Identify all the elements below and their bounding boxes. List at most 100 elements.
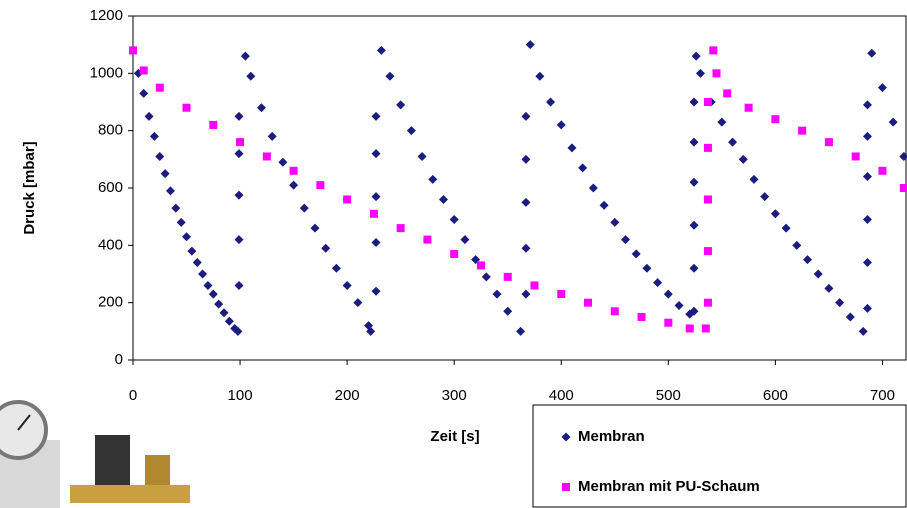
data-point <box>521 111 531 121</box>
data-point <box>267 131 277 141</box>
data-point <box>862 303 872 313</box>
data-point <box>689 97 699 107</box>
data-point <box>233 326 243 336</box>
data-point <box>139 88 149 98</box>
data-point <box>723 89 732 98</box>
data-point <box>234 235 244 245</box>
data-point <box>824 283 834 293</box>
data-point <box>674 301 684 311</box>
x-tick-label: 100 <box>228 387 253 404</box>
data-point <box>599 200 609 210</box>
data-point <box>689 306 699 316</box>
data-point <box>610 307 619 316</box>
x-tick-label: 300 <box>442 387 467 404</box>
data-point <box>129 46 137 55</box>
data-point <box>423 235 432 244</box>
data-point <box>516 326 526 336</box>
data-point <box>331 263 341 273</box>
data-point <box>792 240 802 250</box>
data-point <box>813 269 823 279</box>
data-point <box>192 258 202 268</box>
data-point <box>620 235 630 245</box>
plot-frame <box>132 15 907 361</box>
data-point <box>385 71 395 81</box>
data-point <box>530 281 539 290</box>
data-point <box>450 249 459 258</box>
y-axis-label: Druck [mbar] <box>21 141 38 234</box>
data-point <box>703 98 712 106</box>
data-point <box>521 243 531 253</box>
data-point <box>878 166 887 175</box>
legend-marker <box>561 432 571 442</box>
data-point <box>208 289 218 299</box>
legend-label: Membran mit PU-Schaum <box>578 478 760 495</box>
data-point <box>824 138 833 147</box>
data-point <box>171 203 181 213</box>
data-point <box>176 217 186 227</box>
x-tick-label: 400 <box>549 387 574 404</box>
y-tick-label: 400 <box>98 236 123 253</box>
data-point <box>858 326 868 336</box>
data-point <box>610 217 620 227</box>
data-point <box>299 203 309 213</box>
data-point <box>310 223 320 233</box>
data-point <box>503 272 512 281</box>
data-point <box>289 180 299 190</box>
data-point <box>182 232 192 242</box>
data-point <box>278 157 288 167</box>
x-tick-label: 500 <box>656 387 681 404</box>
data-point <box>521 154 531 164</box>
data-point <box>219 308 229 318</box>
y-tick-label: 600 <box>98 179 123 196</box>
data-point <box>236 138 245 147</box>
data-point <box>749 174 759 184</box>
data-point <box>224 316 234 326</box>
gauge <box>0 400 48 460</box>
data-point <box>691 51 701 61</box>
gauge-needle <box>17 414 31 431</box>
data-point <box>182 103 191 112</box>
data-point <box>664 318 673 327</box>
data-point <box>342 280 352 290</box>
data-point <box>695 68 705 78</box>
data-point <box>744 103 753 112</box>
data-point <box>535 71 545 81</box>
data-point <box>521 289 531 299</box>
data-point <box>689 220 699 230</box>
data-point <box>417 151 427 161</box>
x-axis-label: Zeit [s] <box>430 428 479 445</box>
data-point <box>588 183 598 193</box>
data-point <box>376 45 386 55</box>
data-point <box>234 190 244 200</box>
data-point <box>149 131 159 141</box>
data-point <box>771 115 780 124</box>
data-point <box>781 223 791 233</box>
data-point <box>503 306 513 316</box>
data-point <box>685 324 694 333</box>
data-point <box>862 100 872 110</box>
data-point <box>396 224 405 233</box>
valve-knob <box>145 455 170 485</box>
data-point <box>198 269 208 279</box>
data-point <box>835 298 845 308</box>
data-point <box>234 111 244 121</box>
valve <box>95 435 130 485</box>
data-point <box>862 258 872 268</box>
x-tick-label: 0 <box>129 387 137 404</box>
data-point <box>578 163 588 173</box>
data-point <box>760 192 770 202</box>
y-tick-label: 1000 <box>90 64 123 81</box>
data-point <box>877 83 887 93</box>
data-point <box>492 289 502 299</box>
data-point <box>214 299 224 309</box>
data-point <box>862 172 872 182</box>
data-point <box>256 103 266 113</box>
data-point <box>689 177 699 187</box>
data-point <box>155 151 165 161</box>
data-point <box>899 151 907 161</box>
data-point <box>888 117 898 127</box>
data-point <box>631 249 641 259</box>
data-point <box>703 143 712 152</box>
data-point <box>663 289 673 299</box>
